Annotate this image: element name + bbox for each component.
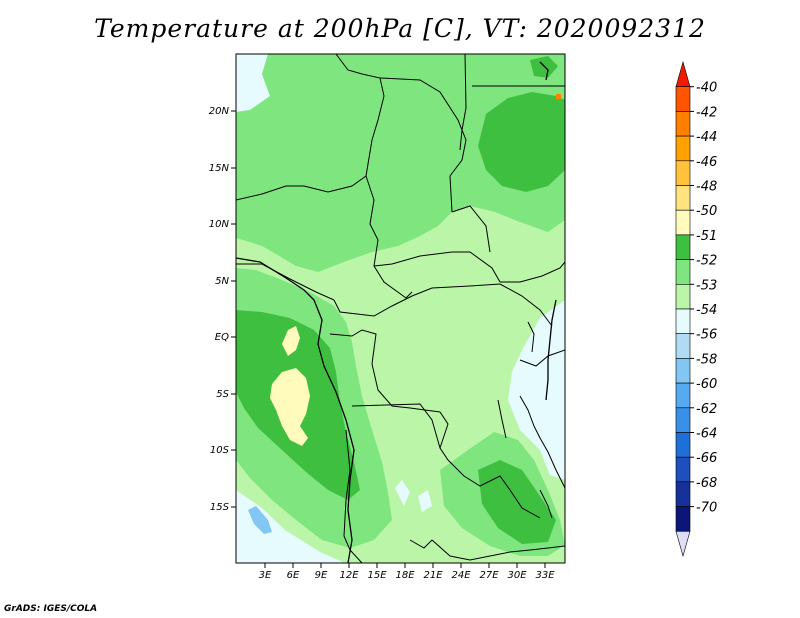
lon-label-12e: 12E xyxy=(339,570,359,581)
lon-axis: 3E 6E 9E 12E 15E 18E 21E 24E 27E 30E 33E xyxy=(259,563,555,581)
dark-green-northeast xyxy=(478,92,565,192)
lat-label-eq: EQ xyxy=(215,332,229,343)
lon-label-33e: 33E xyxy=(535,570,555,581)
lat-axis: 20N 15N 10N 5N EQ 5S 10S 15S xyxy=(209,106,236,513)
lon-label-18e: 18E xyxy=(395,570,415,581)
colorbar-label: -52 xyxy=(696,254,717,269)
colorbar-segment xyxy=(675,209,691,236)
lat-label-15n: 15N xyxy=(209,163,230,174)
colorbar-label: -54 xyxy=(696,303,717,318)
colorbar-segment xyxy=(675,382,691,409)
colorbar-label: -70 xyxy=(696,501,717,516)
colorbar-label: -50 xyxy=(696,204,717,219)
lon-label-21e: 21E xyxy=(423,570,443,581)
colorbar-segment xyxy=(675,185,691,211)
cyan-area-ocean xyxy=(236,490,345,563)
lon-label-3e: 3E xyxy=(259,570,272,581)
cyan-area-nw xyxy=(236,54,270,112)
warm-speck xyxy=(556,94,561,99)
colorbar-label: -66 xyxy=(696,451,717,466)
yellow-area-large xyxy=(270,368,310,446)
colorbar-segment xyxy=(675,506,691,532)
colorbar-label: -42 xyxy=(696,105,717,120)
map-title: Temperature at 200hPa [C], VT: 202009231… xyxy=(94,14,706,43)
colorbar-label: -51 xyxy=(696,229,717,244)
blue-patch xyxy=(248,506,272,534)
colorbar-label: -68 xyxy=(696,476,717,491)
lon-label-30e: 30E xyxy=(507,570,527,581)
dark-green-northeast-2 xyxy=(530,56,558,78)
colorbar-label: -58 xyxy=(696,352,717,367)
colorbar-segment xyxy=(675,283,691,310)
lon-label-15e: 15E xyxy=(367,570,387,581)
colorbar-label: -53 xyxy=(696,278,717,293)
coastline xyxy=(236,61,557,563)
lat-label-15s: 15S xyxy=(210,502,230,513)
dark-green-southeast xyxy=(478,460,556,544)
colorbar-segment xyxy=(675,111,691,137)
cyan-patch-south xyxy=(395,480,432,512)
colorbar-segment xyxy=(675,86,691,112)
lon-label-9e: 9E xyxy=(315,570,328,581)
lat-label-20n: 20N xyxy=(209,106,230,117)
lat-label-5n: 5N xyxy=(215,276,229,287)
colorbar-label: -44 xyxy=(696,130,717,145)
grads-footer: GrADS: IGES/COLA xyxy=(4,604,98,614)
colorbar-top-triangle xyxy=(675,60,691,87)
colorbar-label: -62 xyxy=(696,402,717,417)
lat-label-5s: 5S xyxy=(216,389,229,400)
colorbar-segment xyxy=(675,432,691,458)
colorbar-segment xyxy=(675,333,691,359)
colorbar-segment xyxy=(675,308,691,335)
map-fill xyxy=(236,54,565,563)
colorbar-segment xyxy=(675,259,691,285)
mid-green-north xyxy=(236,54,565,272)
colorbar-segment xyxy=(675,160,691,186)
colorbar-segment xyxy=(675,481,691,507)
colorbar-bottom-triangle xyxy=(675,530,691,558)
country-borders xyxy=(236,54,565,563)
cyan-area-east xyxy=(508,300,565,480)
lon-label-6e: 6E xyxy=(287,570,300,581)
colorbar-segment xyxy=(675,234,691,260)
lon-label-24e: 24E xyxy=(451,570,471,581)
lon-label-27e: 27E xyxy=(479,570,499,581)
colorbar-label: -60 xyxy=(696,377,717,392)
lat-label-10n: 10N xyxy=(209,219,230,230)
yellow-area-small xyxy=(282,326,300,356)
colorbar-label: -64 xyxy=(696,427,717,442)
colorbar-label: -46 xyxy=(696,155,717,170)
colorbar-segment xyxy=(675,135,691,162)
colorbar-label: -40 xyxy=(696,81,717,96)
lat-label-10s: 10S xyxy=(210,445,230,456)
plot-frame xyxy=(235,53,566,564)
colorbar-segment xyxy=(675,456,691,483)
colorbar: -40 -42 -44 -46 -48 -50 -51 -52 -53 -54 -56 -58 -60 -… xyxy=(675,60,717,558)
colorbar-label: -48 xyxy=(696,180,717,195)
colorbar-segment xyxy=(675,407,691,433)
colorbar-segment xyxy=(675,358,691,384)
colorbar-label: -56 xyxy=(696,328,717,343)
